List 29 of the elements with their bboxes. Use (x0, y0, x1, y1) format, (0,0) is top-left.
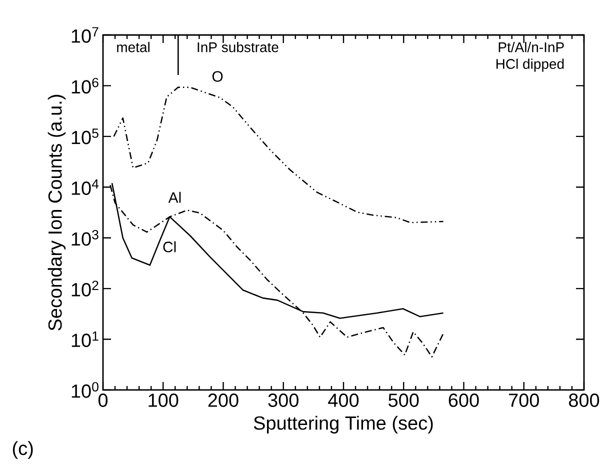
text: (c) (12, 441, 33, 459)
annotation: HCl dipped (496, 58, 564, 72)
x-tick-label: 300 (268, 394, 298, 407)
x-axis-title: Sputtering Time (sec) (254, 416, 433, 434)
y-tick-label: 10$^{6}$ (72, 78, 98, 94)
x-tick-label: 700 (508, 394, 539, 407)
series-label: Cl (163, 241, 176, 252)
x-tick-label: 600 (448, 394, 479, 407)
x-tick-label: 0 (98, 394, 108, 407)
annotation: Pt/Al/n-InP (498, 42, 564, 52)
y-tick-label: 10$^{3}$ (72, 230, 98, 246)
y-tick-label: 10$^{2}$ (72, 280, 98, 296)
y-tick-label: 10$^{1}$ (72, 331, 98, 348)
y-tick-label: 10$^{7}$ (72, 27, 98, 43)
x-tick-label: 400 (328, 394, 359, 407)
x-tick-label: 500 (388, 394, 419, 407)
annotation: InP substrate (198, 42, 278, 52)
annotation: metal (117, 42, 150, 52)
y-tick-label: 10$^{4}$ (72, 179, 99, 195)
y-tick-label: 10$^{5}$ (72, 128, 98, 144)
y-axis-title: Secondary Ion Counts (a.u.) (48, 94, 66, 330)
x-tick-label: 800 (568, 394, 600, 407)
line-series (110, 184, 444, 358)
x-tick-label: 100 (148, 394, 178, 407)
series-label: Al (168, 192, 181, 203)
line-series (113, 86, 444, 224)
x-tick-label: 200 (208, 394, 238, 407)
y-tick-label: 10$^{0}$ (72, 382, 98, 398)
series-label: O (212, 71, 223, 82)
